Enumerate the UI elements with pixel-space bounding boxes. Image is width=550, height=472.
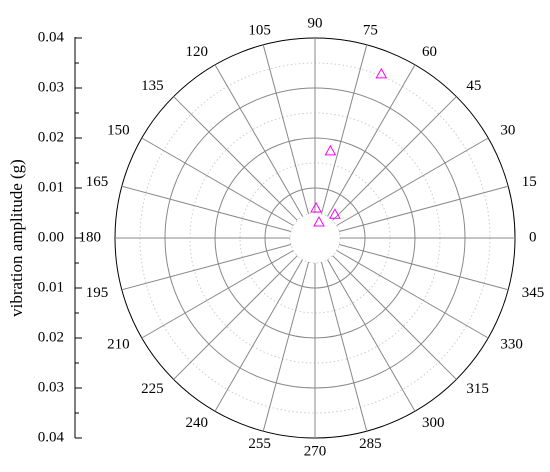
theta-tick-label: 90 [308, 15, 323, 31]
grid-spoke [339, 243, 509, 291]
grid-spoke [214, 259, 303, 412]
y-tick-label: 0.01 [38, 279, 64, 295]
theta-tick-label: 30 [500, 122, 515, 138]
theta-tick-label: 75 [363, 23, 378, 39]
grid-spoke [214, 64, 303, 217]
marker [310, 201, 322, 213]
grid-spoke [336, 250, 489, 339]
grid-spoke [173, 96, 298, 221]
theta-tick-label: 240 [186, 415, 209, 431]
grid-spoke [327, 64, 416, 217]
y-tick-label: 0.03 [38, 79, 64, 95]
marker [313, 215, 325, 227]
marker [329, 208, 341, 219]
grid-spoke [262, 44, 310, 214]
grid-spoke [141, 137, 294, 226]
theta-tick-label: 135 [141, 78, 164, 94]
theta-tick-label: 15 [522, 174, 537, 190]
theta-tick-label: 60 [422, 44, 437, 60]
grid-spoke [320, 262, 368, 432]
theta-tick-label: 180 [79, 229, 102, 245]
y-tick-label: 0.04 [38, 429, 65, 445]
grid-spoke [327, 259, 416, 412]
theta-tick-label: 285 [359, 436, 382, 452]
theta-tick-label: 165 [86, 174, 109, 190]
y-tick-label: 0.00 [38, 229, 64, 245]
theta-tick-label: 120 [186, 44, 209, 60]
theta-tick-label: 270 [304, 443, 327, 459]
grid-spoke [339, 185, 509, 233]
theta-tick-label: 330 [500, 336, 523, 352]
theta-tick-label: 150 [107, 122, 130, 138]
y-tick-label: 0.03 [38, 379, 64, 395]
grid-spoke [336, 137, 489, 226]
theta-tick-label: 195 [86, 285, 109, 301]
theta-tick-label: 45 [466, 78, 481, 94]
minor-grid-circle [289, 212, 341, 264]
grid-spoke [320, 44, 368, 214]
grid-spoke [332, 96, 457, 221]
grid-spoke [173, 255, 298, 380]
marker [324, 144, 337, 156]
theta-tick-label: 345 [522, 285, 545, 301]
grid-spoke [262, 262, 310, 432]
grid-spoke [332, 255, 457, 380]
theta-tick-label: 300 [422, 415, 445, 431]
y-tick-label: 0.01 [38, 179, 64, 195]
theta-tick-label: 315 [466, 381, 489, 397]
y-tick-label: 0.04 [38, 29, 65, 45]
grid-spoke [121, 243, 291, 291]
y-axis-title: vibration amplitude (g) [7, 159, 26, 317]
theta-tick-label: 255 [248, 436, 271, 452]
theta-tick-label: 210 [107, 336, 130, 352]
grid-spoke [141, 250, 294, 339]
theta-tick-label: 0 [529, 229, 537, 245]
y-tick-label: 0.02 [38, 129, 64, 145]
grid-spoke [121, 185, 291, 233]
theta-tick-label: 105 [248, 23, 271, 39]
marker [375, 67, 388, 79]
y-tick-label: 0.02 [38, 329, 64, 345]
theta-tick-label: 225 [141, 381, 164, 397]
